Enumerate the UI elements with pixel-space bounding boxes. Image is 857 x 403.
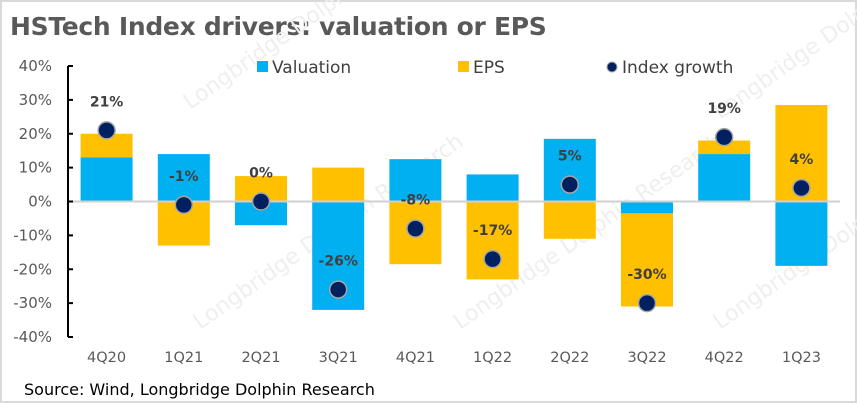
bar-eps-3q21 [312,167,365,202]
marker-index-growth-3q21 [328,280,348,299]
bar-eps-4q22 [698,140,751,155]
data-label-2q21: 0% [249,166,273,182]
marker-index-growth-3q22 [637,293,657,313]
marker-index-growth-2q21 [251,192,271,211]
marker-index-growth-1q22 [483,249,502,269]
y-tick-label: -40% [13,328,52,346]
x-tick-label-4q21: 4Q21 [396,350,435,366]
legend-swatch-eps [458,61,469,72]
x-axis-labels: 4Q20 1Q21 2Q21 3Q21 4Q21 1Q22 2Q22 3Q22 4Q22 1Q23 [87,350,821,366]
y-tick-label: -30% [13,294,52,312]
bar-eps-2q22 [543,201,596,239]
y-axis: 40% 30% 20% 10% 0% -10% -20% -30% -40% [13,57,73,346]
data-label-4q22: 19% [707,101,741,117]
x-tick-label-2q21: 2Q21 [241,350,280,366]
data-label-1q23: 4% [790,152,814,168]
marker-layer [97,121,811,313]
y-tick-label: 30% [19,91,52,109]
legend-swatch-valuation [257,61,268,72]
x-tick-label-3q22: 3Q22 [627,350,666,366]
legend-label-index-growth: Index growth [622,58,733,78]
y-tick-label: 20% [19,125,52,143]
chart-title: HSTech Index drivers: valuation or EPS [10,12,547,41]
legend-swatch-index-growth [606,61,618,73]
y-tick-label: 0% [28,193,52,211]
data-label-3q21: -26% [319,254,358,270]
x-tick-label-2q22: 2Q22 [550,350,589,366]
marker-index-growth-2q22 [560,175,580,194]
marker-index-growth-4q21 [406,219,425,238]
bar-valuation-1q23 [775,201,828,266]
bar-eps-3q22 [621,213,673,307]
y-tick-label: -20% [13,260,52,278]
bar-valuation-4q21 [389,159,442,202]
x-tick-label-1q22: 1Q22 [473,350,512,366]
data-label-layer: 21% -1% 0% -26% -8% -17% 5% -30% 19% 4% [90,94,813,283]
y-tick-label: 40% [19,57,52,75]
marker-index-growth-1q23 [792,178,811,198]
y-tick-label: 10% [19,159,52,177]
x-tick-label-1q23: 1Q23 [782,350,821,366]
bar-valuation-3q22 [621,201,673,214]
legend: Valuation EPS Index growth [257,58,733,78]
x-tick-label-3q21: 3Q21 [319,350,358,366]
legend-label-eps: EPS [473,58,505,78]
marker-index-growth-4q20 [97,121,116,140]
bar-eps-4q20 [80,133,133,158]
marker-index-growth-1q21 [174,195,194,215]
x-tick-label-4q20: 4Q20 [87,350,126,366]
y-tick-label: -10% [13,226,52,244]
data-label-1q21: -1% [169,169,199,185]
data-label-3q22: -30% [627,267,666,283]
x-tick-label-4q22: 4Q22 [705,350,744,366]
marker-index-growth-4q22 [714,127,734,147]
data-label-1q22: -17% [473,223,512,239]
bar-valuation-4q20 [80,157,133,202]
data-label-4q20: 21% [90,94,124,110]
bar-valuation-2q21 [235,201,287,226]
bar-valuation-1q22 [466,174,519,202]
data-label-2q22: 5% [558,149,582,165]
x-tick-label-1q21: 1Q21 [164,350,203,366]
bar-valuation-1q21 [157,154,210,202]
data-label-4q21: -8% [401,193,431,209]
bar-valuation-4q22 [698,154,751,202]
legend-label-valuation: Valuation [272,58,351,78]
source-note: Source: Wind, Longbridge Dolphin Researc… [24,380,375,399]
